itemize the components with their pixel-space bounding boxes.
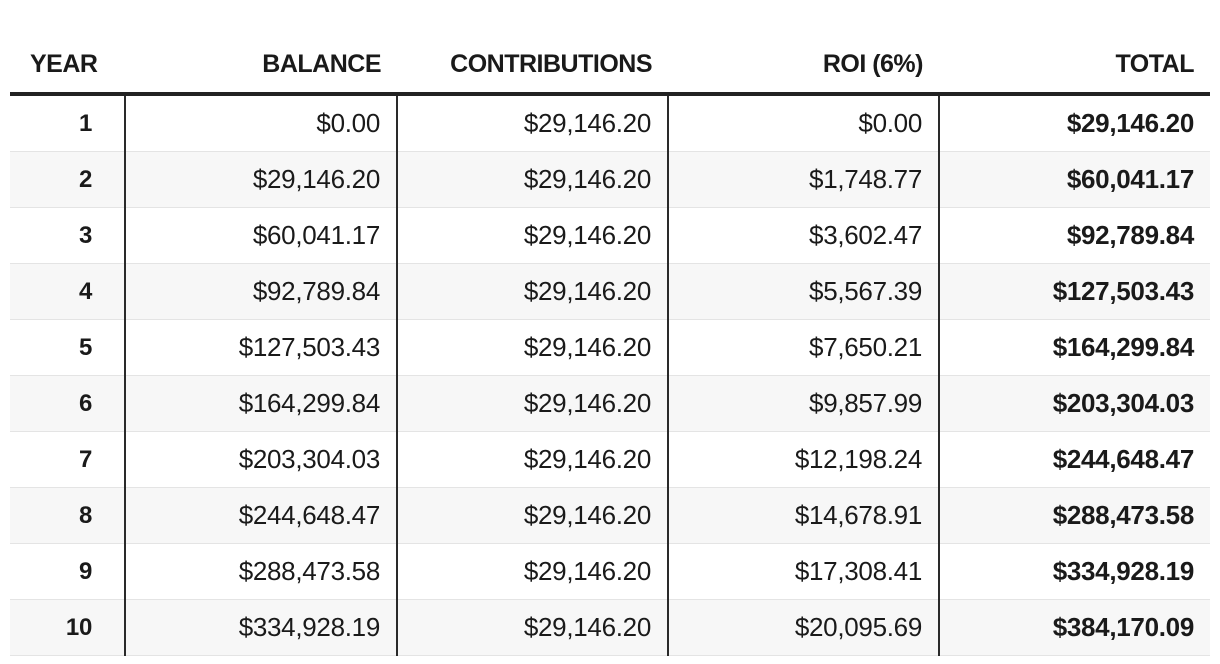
cell-year: 5 bbox=[10, 319, 125, 376]
cell-balance: $164,299.84 bbox=[124, 375, 397, 432]
cell-year: 1 bbox=[10, 94, 125, 152]
cell-total: $244,648.47 bbox=[938, 431, 1210, 488]
cell-balance: $288,473.58 bbox=[124, 543, 397, 600]
table-row: 5 $127,503.43 $29,146.20 $7,650.21 $164,… bbox=[10, 319, 1210, 376]
table-row: 8 $244,648.47 $29,146.20 $14,678.91 $288… bbox=[10, 487, 1210, 544]
cell-total: $60,041.17 bbox=[938, 151, 1210, 208]
savings-projection-table: YEAR BALANCE CONTRIBUTIONS ROI (6%) TOTA… bbox=[10, 36, 1210, 656]
savings-projection-table-container: YEAR BALANCE CONTRIBUTIONS ROI (6%) TOTA… bbox=[10, 36, 1210, 656]
cell-contributions: $29,146.20 bbox=[396, 94, 668, 152]
cell-contributions: $29,146.20 bbox=[396, 319, 668, 376]
cell-year: 10 bbox=[10, 599, 125, 656]
cell-year: 9 bbox=[10, 543, 125, 600]
cell-total: $164,299.84 bbox=[938, 319, 1210, 376]
cell-total: $127,503.43 bbox=[938, 263, 1210, 320]
cell-roi: $14,678.91 bbox=[667, 487, 939, 544]
table-row: 9 $288,473.58 $29,146.20 $17,308.41 $334… bbox=[10, 543, 1210, 600]
cell-contributions: $29,146.20 bbox=[396, 263, 668, 320]
cell-roi: $7,650.21 bbox=[667, 319, 939, 376]
cell-year: 4 bbox=[10, 263, 125, 320]
cell-roi: $9,857.99 bbox=[667, 375, 939, 432]
table-row: 10 $334,928.19 $29,146.20 $20,095.69 $38… bbox=[10, 599, 1210, 656]
cell-balance: $29,146.20 bbox=[124, 151, 397, 208]
cell-contributions: $29,146.20 bbox=[396, 431, 668, 488]
cell-contributions: $29,146.20 bbox=[396, 151, 668, 208]
cell-year: 7 bbox=[10, 431, 125, 488]
table-row: 7 $203,304.03 $29,146.20 $12,198.24 $244… bbox=[10, 431, 1210, 488]
cell-total: $92,789.84 bbox=[938, 207, 1210, 264]
table-row: 4 $92,789.84 $29,146.20 $5,567.39 $127,5… bbox=[10, 263, 1210, 320]
column-header-year: YEAR bbox=[10, 36, 125, 96]
table-body: 1 $0.00 $29,146.20 $0.00 $29,146.20 2 $2… bbox=[10, 94, 1210, 656]
cell-year: 2 bbox=[10, 151, 125, 208]
cell-total: $288,473.58 bbox=[938, 487, 1210, 544]
table-header: YEAR BALANCE CONTRIBUTIONS ROI (6%) TOTA… bbox=[10, 36, 1210, 96]
cell-contributions: $29,146.20 bbox=[396, 543, 668, 600]
cell-balance: $203,304.03 bbox=[124, 431, 397, 488]
cell-contributions: $29,146.20 bbox=[396, 487, 668, 544]
cell-balance: $334,928.19 bbox=[124, 599, 397, 656]
cell-total: $334,928.19 bbox=[938, 543, 1210, 600]
cell-total: $384,170.09 bbox=[938, 599, 1210, 656]
column-header-roi: ROI (6%) bbox=[668, 36, 939, 96]
cell-total: $203,304.03 bbox=[938, 375, 1210, 432]
table-row: 3 $60,041.17 $29,146.20 $3,602.47 $92,78… bbox=[10, 207, 1210, 264]
cell-contributions: $29,146.20 bbox=[396, 375, 668, 432]
cell-roi: $0.00 bbox=[667, 94, 939, 152]
cell-roi: $1,748.77 bbox=[667, 151, 939, 208]
cell-roi: $5,567.39 bbox=[667, 263, 939, 320]
column-header-balance: BALANCE bbox=[125, 36, 397, 96]
table-row: 1 $0.00 $29,146.20 $0.00 $29,146.20 bbox=[10, 94, 1210, 152]
cell-balance: $127,503.43 bbox=[124, 319, 397, 376]
cell-roi: $3,602.47 bbox=[667, 207, 939, 264]
cell-contributions: $29,146.20 bbox=[396, 599, 668, 656]
cell-balance: $60,041.17 bbox=[124, 207, 397, 264]
column-header-total: TOTAL bbox=[939, 36, 1210, 96]
cell-total: $29,146.20 bbox=[938, 94, 1210, 152]
table-row: 2 $29,146.20 $29,146.20 $1,748.77 $60,04… bbox=[10, 151, 1210, 208]
cell-balance: $244,648.47 bbox=[124, 487, 397, 544]
cell-roi: $12,198.24 bbox=[667, 431, 939, 488]
header-row: YEAR BALANCE CONTRIBUTIONS ROI (6%) TOTA… bbox=[10, 36, 1210, 96]
cell-roi: $17,308.41 bbox=[667, 543, 939, 600]
cell-year: 3 bbox=[10, 207, 125, 264]
cell-year: 6 bbox=[10, 375, 125, 432]
cell-balance: $92,789.84 bbox=[124, 263, 397, 320]
cell-year: 8 bbox=[10, 487, 125, 544]
cell-roi: $20,095.69 bbox=[667, 599, 939, 656]
cell-balance: $0.00 bbox=[124, 94, 397, 152]
table-row: 6 $164,299.84 $29,146.20 $9,857.99 $203,… bbox=[10, 375, 1210, 432]
cell-contributions: $29,146.20 bbox=[396, 207, 668, 264]
column-header-contributions: CONTRIBUTIONS bbox=[397, 36, 668, 96]
